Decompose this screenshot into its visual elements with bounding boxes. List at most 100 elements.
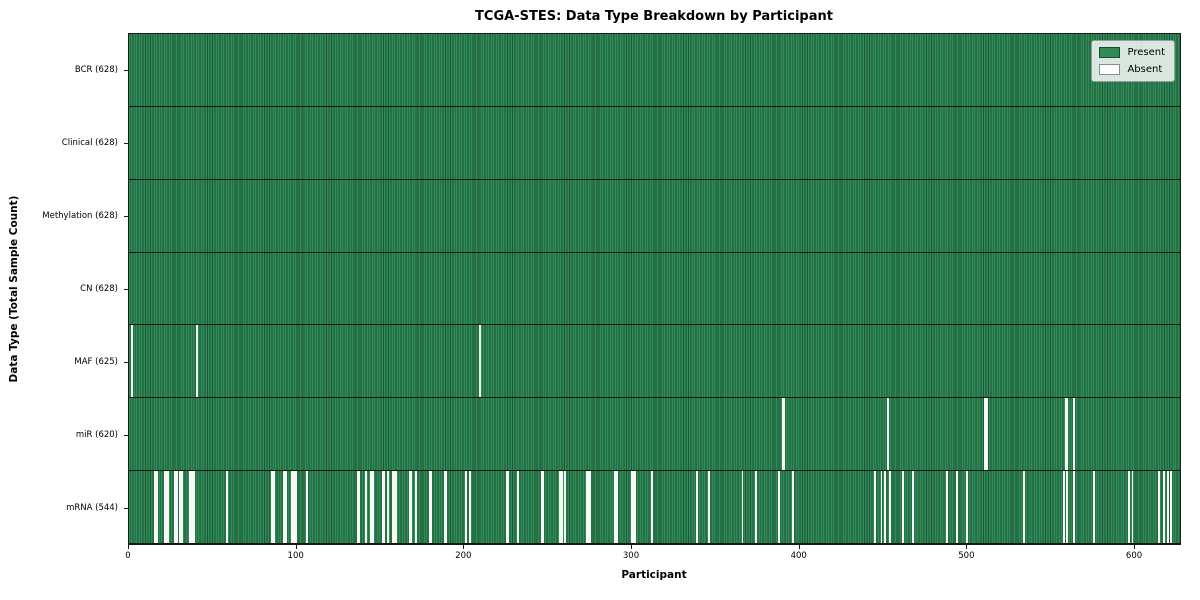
absent-stripe <box>945 471 948 544</box>
absent-stripe <box>271 471 274 544</box>
y-tick-label: mRNA (544) <box>66 503 118 514</box>
y-tick-mark <box>124 289 128 290</box>
x-tick-mark <box>295 545 297 549</box>
x-tick-mark <box>463 545 465 549</box>
absent-stripe <box>965 471 968 544</box>
absent-stripe <box>445 471 448 544</box>
x-axis-label: Participant <box>621 569 687 581</box>
heatmap-row-maf <box>129 325 1180 399</box>
y-tick-mark <box>124 215 128 217</box>
absent-stripe <box>1066 398 1069 471</box>
absent-stripe <box>1072 398 1075 471</box>
absent-stripe <box>564 471 567 544</box>
y-tick-label: miR (620) <box>75 430 118 441</box>
absent-stripe <box>294 471 297 544</box>
absent-stripe <box>365 471 367 544</box>
absent-stripe <box>306 471 309 544</box>
absent-swatch-icon <box>1099 64 1121 75</box>
x-tick-label: 300 <box>622 551 640 561</box>
x-tick-label: 100 <box>287 551 304 561</box>
x-tick-mark <box>1134 545 1136 549</box>
absent-stripe <box>1064 398 1067 471</box>
absent-stripe <box>283 471 285 544</box>
absent-stripe <box>428 471 431 544</box>
absent-stripe <box>559 471 562 544</box>
absent-stripe <box>587 471 590 544</box>
absent-stripe <box>902 471 905 544</box>
absent-stripe <box>984 398 987 471</box>
absent-stripe <box>1066 471 1069 544</box>
absent-stripe <box>395 471 398 544</box>
x-tick-label: 600 <box>1125 551 1143 561</box>
absent-stripe <box>791 471 794 544</box>
absent-stripe <box>386 471 389 544</box>
absent-stripe <box>754 471 757 544</box>
absent-stripe <box>589 471 592 544</box>
y-tick-label: CN (628) <box>80 284 118 294</box>
absent-stripe <box>478 325 481 398</box>
y-tick-label: Methylation (628) <box>42 210 118 221</box>
absent-stripe <box>741 471 744 544</box>
absent-stripe <box>888 471 891 544</box>
absent-stripe <box>1163 471 1166 544</box>
absent-stripe <box>180 471 183 544</box>
absent-stripe <box>291 471 294 544</box>
absent-stripe <box>708 471 711 544</box>
absent-stripe <box>616 471 618 544</box>
legend-label-absent: Absent <box>1127 64 1163 75</box>
x-tick-label: 200 <box>455 551 472 561</box>
absent-stripe <box>192 471 195 544</box>
absent-stripe <box>370 471 372 544</box>
absent-stripe <box>191 471 193 544</box>
absent-stripe <box>410 471 413 544</box>
absent-stripe <box>381 471 384 544</box>
absent-stripe <box>164 471 167 544</box>
heatmap-row-cn <box>129 252 1180 326</box>
absent-stripe <box>165 471 168 544</box>
absent-stripe <box>154 471 157 544</box>
absent-stripe <box>873 471 876 544</box>
heatmap-row-mir <box>129 398 1180 472</box>
y-tick-label: BCR (628) <box>74 64 118 75</box>
x-tick-label: 0 <box>125 551 131 561</box>
absent-stripe <box>415 471 418 544</box>
absent-stripe <box>465 471 468 544</box>
y-tick-mark <box>124 142 128 144</box>
x-tick-mark <box>128 545 129 549</box>
absent-stripe <box>408 471 411 544</box>
y-tick-label: MAF (625) <box>74 357 118 368</box>
absent-stripe <box>1170 471 1172 544</box>
absent-stripe <box>293 471 295 544</box>
absent-stripe <box>443 471 446 544</box>
x-tick-label: 400 <box>790 551 807 561</box>
absent-stripe <box>155 471 158 544</box>
x-axis: 0 100 200 300 400 500 600 <box>125 545 1181 575</box>
absent-stripe <box>1128 471 1131 544</box>
absent-stripe <box>614 471 617 544</box>
absent-stripe <box>634 471 637 544</box>
absent-stripe <box>1131 471 1134 544</box>
absent-stripe <box>585 471 588 544</box>
y-axis-tick-area: BCR (628) Clinical (628) Methylation (628)… <box>0 33 128 545</box>
absent-stripe <box>651 471 654 544</box>
legend-item-present: Present <box>1099 47 1165 58</box>
heatmap-row-methylation <box>129 179 1180 253</box>
y-tick-mark <box>124 69 128 71</box>
y-tick-mark <box>124 508 128 510</box>
absent-stripe <box>179 471 182 544</box>
absent-stripe <box>505 471 508 544</box>
x-tick-mark <box>966 545 968 549</box>
x-tick-label: 500 <box>958 551 975 561</box>
absent-stripe <box>1022 471 1025 544</box>
legend-item-absent: Absent <box>1099 64 1165 75</box>
legend: Present Absent <box>1091 40 1175 82</box>
heatmap-row-bcr <box>129 34 1180 107</box>
absent-stripe <box>912 471 915 544</box>
absent-stripe <box>174 471 177 544</box>
absent-stripe <box>632 471 635 544</box>
absent-stripe <box>883 471 886 544</box>
absent-stripe <box>880 471 883 544</box>
absent-stripe <box>358 471 361 544</box>
absent-stripe <box>175 471 178 544</box>
